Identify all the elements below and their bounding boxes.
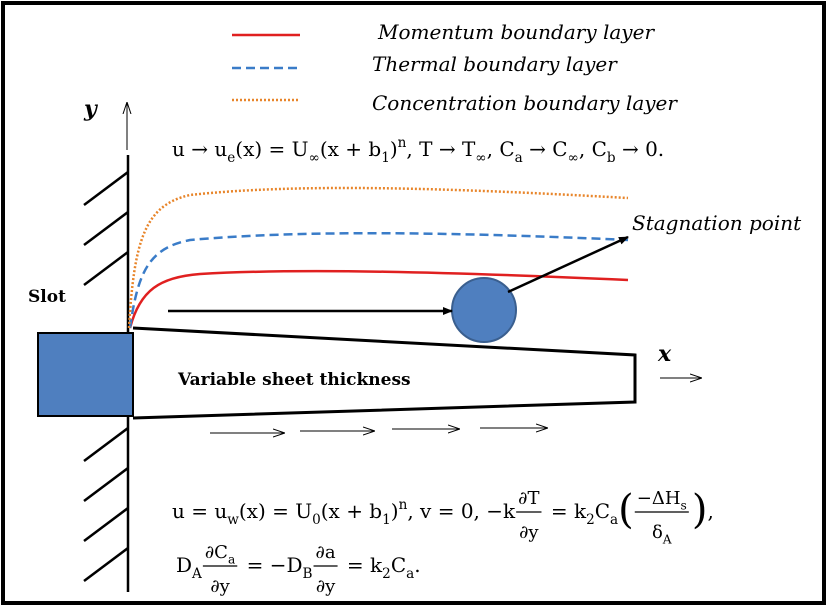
equation-text: ∂T	[518, 488, 539, 509]
equation-text: ∂y	[519, 522, 539, 543]
equation-text: −ΔH	[637, 488, 681, 509]
equation-text: a	[610, 512, 618, 528]
equation-text: ∂y	[316, 576, 336, 597]
equation-text: ,	[707, 499, 713, 523]
equation-text: = k	[544, 499, 586, 523]
equation-text: a	[515, 150, 523, 166]
sheet-label: Variable sheet thickness	[177, 370, 411, 390]
axis-label: y	[83, 96, 99, 122]
equation-text: ∂a	[316, 542, 336, 563]
equation-text: (	[618, 487, 634, 533]
equation-text: 1	[382, 512, 391, 528]
equation-text: , T → T	[406, 137, 476, 161]
equation-text: ∞	[475, 150, 486, 166]
stagnation-label: Stagnation point	[632, 211, 802, 235]
equation-text: ∂y	[210, 576, 230, 597]
equation-text: )	[692, 487, 708, 533]
slot-label: Slot	[28, 287, 66, 307]
equation-text: (x) = U	[235, 137, 308, 161]
equation-text: u = u	[172, 499, 227, 523]
equation-text: u → u	[172, 137, 227, 161]
equation-text: s	[681, 498, 687, 512]
equation-text: A	[191, 566, 202, 582]
legend-label: Concentration boundary layer	[372, 91, 678, 115]
equation-text: B	[303, 566, 313, 582]
equation-text: n	[398, 135, 407, 151]
equation-text: , C	[579, 137, 607, 161]
equation-text: → 0.	[616, 137, 665, 161]
equation-text: 2	[586, 512, 595, 528]
equation-text: b	[607, 150, 616, 166]
equation-text: )	[391, 499, 399, 523]
equation-text: (x + b	[320, 137, 381, 161]
equation-text: = k	[341, 553, 383, 577]
legend-label: Momentum boundary layer	[377, 20, 655, 44]
equation-text: → C	[523, 137, 568, 161]
axis-label: x	[657, 341, 672, 367]
equation-text: a	[228, 552, 235, 566]
equation-text: = −D	[240, 553, 302, 577]
equation-text: e	[227, 150, 235, 166]
equation-text: A	[662, 532, 672, 546]
legend-label: Thermal boundary layer	[372, 52, 618, 76]
equation-text: ∂C	[205, 542, 228, 563]
equation-text: , v = 0, −k	[407, 499, 516, 523]
equation-text: w	[227, 512, 239, 528]
equation-text: )	[390, 137, 398, 161]
equation-text: ∞	[309, 150, 320, 166]
equation-text: 0	[312, 512, 321, 528]
equation-text: (x) = U	[239, 499, 312, 523]
slot-block	[38, 333, 133, 416]
stagnation-body	[452, 278, 516, 342]
equation-text: D	[176, 553, 192, 577]
equation-text: ∞	[568, 150, 579, 166]
equation-text: 1	[381, 150, 390, 166]
diagram: Momentum boundary layer Thermal boundary…	[0, 0, 827, 606]
equation-text: n	[399, 497, 408, 513]
equation-text: C	[595, 499, 610, 523]
equation-text: (x + b	[321, 499, 382, 523]
equation-text: C	[391, 553, 406, 577]
equation-text: δ	[652, 522, 663, 543]
equation-text: , C	[487, 137, 515, 161]
equation-text: .	[414, 553, 420, 577]
equation-text: a	[406, 566, 414, 582]
equation-text: 2	[382, 566, 391, 582]
